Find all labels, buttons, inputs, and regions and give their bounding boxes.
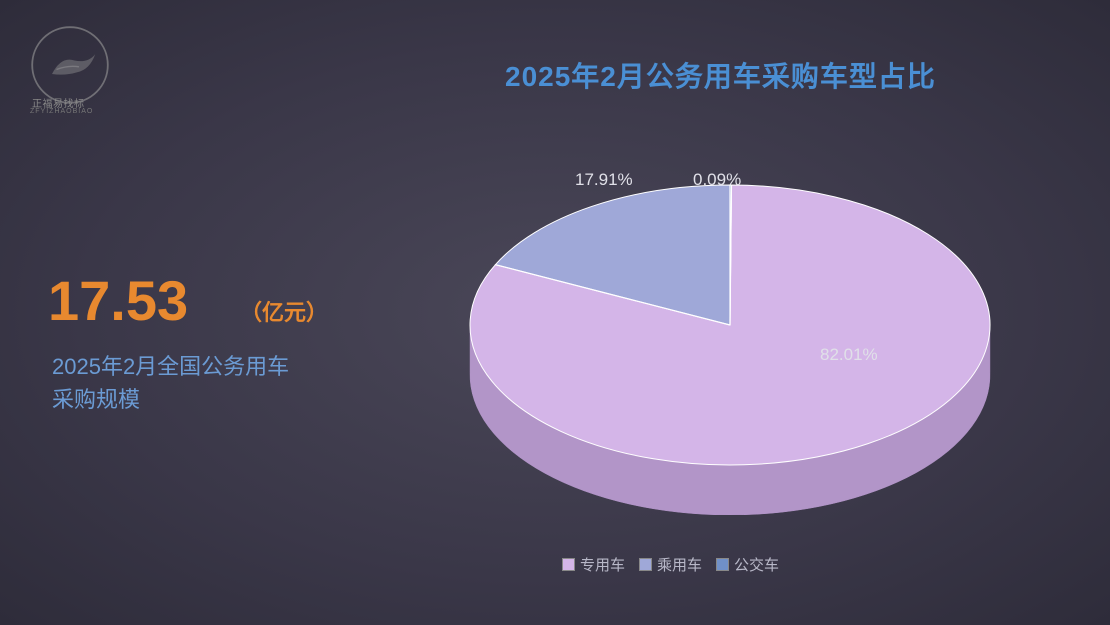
chart-title: 2025年2月公务用车采购车型占比: [505, 55, 936, 95]
legend-item-0: 专用车: [562, 554, 625, 575]
legend-swatch-2: [716, 558, 729, 571]
logo-subtext: ZFYIZHAOBIAO: [30, 108, 93, 115]
chart-legend: 专用车 乘用车 公交车: [562, 554, 779, 575]
legend-label-2: 公交车: [734, 554, 779, 575]
pie-chart: [430, 135, 1030, 515]
legend-swatch-0: [562, 558, 575, 571]
legend-swatch-1: [639, 558, 652, 571]
legend-label-1: 乘用车: [657, 554, 702, 575]
pct-label-1: 17.91%: [575, 170, 633, 190]
legend-item-2: 公交车: [716, 554, 779, 575]
stat-desc-line2: 采购规模: [52, 387, 140, 412]
legend-label-0: 专用车: [580, 554, 625, 575]
stat-unit: （亿元）: [240, 295, 328, 327]
legend-item-1: 乘用车: [639, 554, 702, 575]
stat-desc-line1: 2025年2月全国公务用车: [52, 354, 289, 379]
pct-label-0: 82.01%: [820, 345, 878, 365]
stat-value: 17.53: [48, 268, 188, 333]
pct-label-2: 0.09%: [693, 170, 741, 190]
stat-description: 2025年2月全国公务用车 采购规模: [52, 350, 289, 416]
